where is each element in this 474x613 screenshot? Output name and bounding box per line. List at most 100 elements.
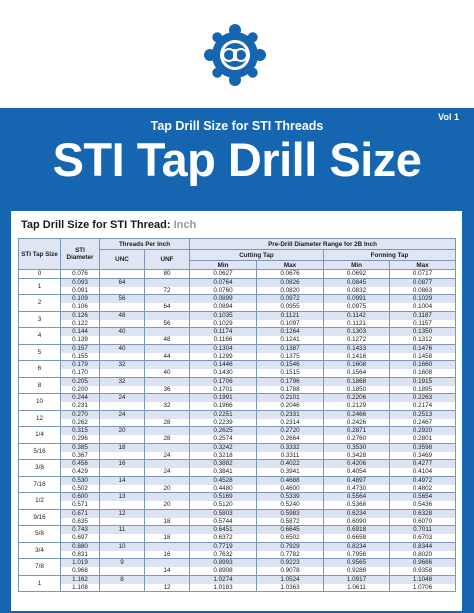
forming-max-cell: 0.2920 <box>388 426 457 435</box>
forming-max-cell: 0.8344 <box>388 542 457 551</box>
cutting-max-cell: 0.6645 <box>256 525 324 534</box>
unc-cell <box>99 550 145 560</box>
forming-min-cell: 0.1416 <box>323 352 390 362</box>
forming-max-cell: 0.2467 <box>388 418 457 428</box>
table-row: 0.262 28 0.2239 0.2314 0.2426 0.2467 <box>19 418 457 428</box>
forming-min-cell: 0.0845 <box>323 278 390 287</box>
cutting-min-cell: 0.1446 <box>189 360 257 369</box>
cutting-max-cell: 0.2101 <box>256 393 324 402</box>
forming-min-cell: 0.6918 <box>323 525 390 534</box>
forming-min-cell: 0.6090 <box>323 517 390 527</box>
forming-max-cell: 1.1048 <box>388 575 457 584</box>
cutting-min-cell: 0.1299 <box>189 352 257 362</box>
forming-max-cell: 0.0717 <box>388 269 457 279</box>
volume-label: Vol 1 <box>438 112 459 122</box>
table-row: 0.155 44 0.1299 0.1375 0.1416 0.1458 <box>19 352 457 362</box>
cutting-min-cell: 0.3218 <box>189 451 257 461</box>
unc-cell <box>99 583 145 593</box>
table-row: 0.571 20 0.5120 0.5240 0.5368 0.5436 <box>19 501 457 510</box>
diameter-cell: 0.367 <box>60 451 100 461</box>
cutting-min-cell: 0.8993 <box>189 558 257 567</box>
forming-min-cell: 0.1272 <box>323 336 390 345</box>
forming-max-cell: 0.1915 <box>388 377 457 386</box>
diameter-cell: 1.108 <box>60 583 100 593</box>
unc-cell: 20 <box>99 426 145 435</box>
diameter-cell: 0.126 <box>60 311 100 320</box>
diameter-cell: 0.502 <box>60 484 100 494</box>
forming-min-cell: 0.2871 <box>323 426 390 435</box>
cutting-min-cell: 0.0627 <box>189 269 257 279</box>
unf-cell: 24 <box>144 468 190 477</box>
unf-cell: 28 <box>144 418 190 428</box>
cutting-max-cell: 0.0826 <box>256 278 324 287</box>
diameter-cell: 0.122 <box>60 319 100 329</box>
cutting-max-cell: 1.0524 <box>256 575 324 584</box>
unc-cell <box>99 336 145 345</box>
unc-cell <box>99 534 145 543</box>
forming-min-cell: 1.0917 <box>323 575 390 584</box>
table-row: 10 0.244 24 0.1991 0.2101 0.2206 0.2263 <box>18 393 457 411</box>
table-row: 5/16 0.385 18 0.3242 0.3332 0.3530 0.3598 <box>18 443 457 461</box>
unf-cell: 18 <box>144 534 190 543</box>
cutting-max-cell: 0.7929 <box>256 542 324 551</box>
forming-min-cell: 0.9288 <box>323 567 390 576</box>
cutting-min-cell: 0.7632 <box>189 550 257 560</box>
forming-min-cell: 0.3428 <box>323 451 390 461</box>
unc-cell <box>99 468 145 477</box>
unf-cell <box>144 410 190 419</box>
forming-max-cell: 0.2263 <box>388 393 457 402</box>
cutting-min-cell: 0.1166 <box>189 336 257 345</box>
unf-cell <box>144 476 190 485</box>
cutting-max-cell: 0.0972 <box>256 294 324 303</box>
unc-cell: 64 <box>99 278 145 287</box>
unc-cell <box>99 451 145 461</box>
unf-cell: 12 <box>144 583 190 593</box>
unc-cell <box>99 418 145 428</box>
unc-cell: 12 <box>99 509 145 518</box>
cutting-max-cell: 0.1097 <box>256 319 324 329</box>
cutting-min-cell: 0.5803 <box>189 509 257 518</box>
unf-cell: 14 <box>144 567 190 576</box>
diameter-cell: 0.093 <box>60 278 100 287</box>
cutting-max-cell: 0.2046 <box>256 402 324 411</box>
col-header-cutting-min: Min <box>189 260 257 270</box>
unf-cell <box>144 575 190 584</box>
cutting-max-cell: 0.9223 <box>256 558 324 567</box>
diameter-cell: 0.106 <box>60 303 100 312</box>
forming-max-cell: 0.3469 <box>388 451 457 461</box>
unc-cell: 11 <box>99 525 145 534</box>
forming-min-cell: 0.0975 <box>323 303 390 312</box>
unc-cell <box>99 369 145 378</box>
cutting-max-cell: 0.9078 <box>256 567 324 576</box>
unc-cell: 40 <box>99 327 145 336</box>
tap-size-cell: 8 <box>18 377 61 395</box>
cutting-max-cell: 0.5240 <box>256 501 324 510</box>
unf-cell <box>144 327 190 336</box>
unf-cell: 56 <box>144 319 190 329</box>
cutting-min-cell: 0.2625 <box>189 426 257 435</box>
unf-cell: 20 <box>144 501 190 510</box>
cutting-max-cell: 0.0955 <box>256 303 324 312</box>
forming-min-cell: 0.2426 <box>323 418 390 428</box>
unc-cell: 14 <box>99 476 145 485</box>
table-row: 12 0.270 24 0.2251 0.2331 0.2466 0.2513 <box>18 410 457 428</box>
table-row: 1 0.093 64 0.0764 0.0826 0.0845 0.0877 <box>18 278 457 296</box>
table-row: 7/8 1.019 9 0.8993 0.9223 0.9565 0.9686 <box>18 558 457 576</box>
unc-cell: 10 <box>99 542 145 551</box>
table-row: 0.139 48 0.1166 0.1241 0.1272 0.1312 <box>19 336 457 345</box>
unf-cell <box>144 426 190 435</box>
diameter-cell: 0.270 <box>60 410 100 419</box>
cutting-max-cell: 0.4688 <box>256 476 324 485</box>
table-row: 3 0.126 48 0.1035 0.1121 0.1142 0.1187 <box>18 311 457 329</box>
forming-max-cell: 0.9358 <box>388 567 457 576</box>
table-row: 0.697 18 0.6372 0.6502 0.6658 0.6703 <box>19 534 457 543</box>
forming-max-cell: 0.2174 <box>388 402 457 411</box>
forming-min-cell: 0.1850 <box>323 385 390 395</box>
col-header-forming: Forming Tap <box>322 249 457 261</box>
diameter-cell: 0.530 <box>60 476 100 485</box>
unc-cell <box>99 435 145 444</box>
diameter-cell: 0.671 <box>60 509 100 518</box>
tap-size-cell: 3 <box>18 311 61 329</box>
forming-min-cell: 0.2206 <box>323 393 390 402</box>
